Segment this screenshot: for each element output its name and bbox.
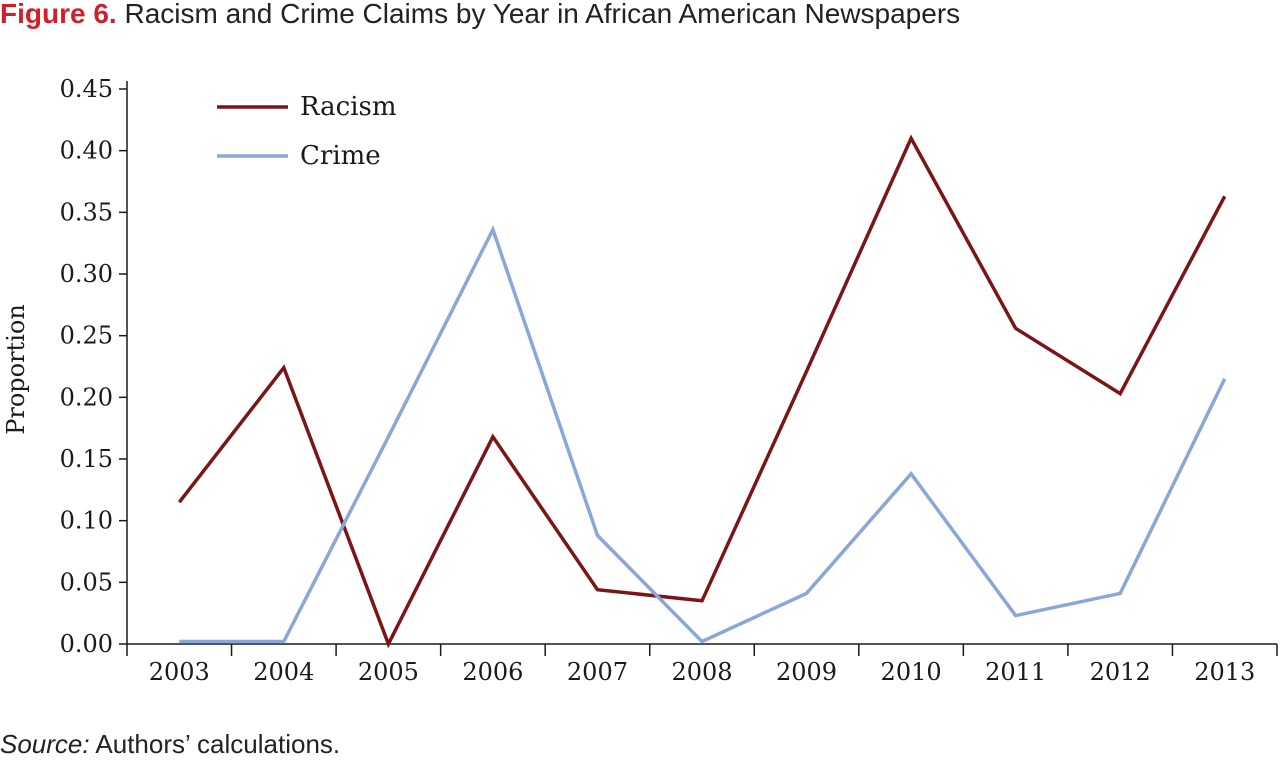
y-tick-label: 0.45 <box>60 75 113 103</box>
x-tick-label: 2004 <box>253 658 314 686</box>
y-tick-label: 0.25 <box>60 322 113 350</box>
y-tick-label: 0.00 <box>60 630 113 658</box>
x-tick-label: 2007 <box>567 658 628 686</box>
y-tick-label: 0.15 <box>60 445 113 473</box>
x-tick-label: 2010 <box>881 658 942 686</box>
source-label: Source: <box>0 729 90 759</box>
x-tick-label: 2013 <box>1194 658 1255 686</box>
series-line-racism <box>179 138 1224 644</box>
y-tick-label: 0.30 <box>60 260 113 288</box>
y-axis-label: Proportion <box>2 304 30 435</box>
x-tick-label: 2008 <box>671 658 732 686</box>
legend-label-racism: Racism <box>300 92 397 122</box>
y-tick-label: 0.35 <box>60 198 113 226</box>
x-tick-label: 2006 <box>462 658 523 686</box>
x-tick-label: 2009 <box>776 658 837 686</box>
x-tick-label: 2012 <box>1090 658 1151 686</box>
line-chart: 0.00 0.05 0.10 0.15 0.20 0.25 0.30 0.35 0.40 0.45… <box>0 0 1280 720</box>
x-tick-label: 2003 <box>149 658 210 686</box>
y-tick-label: 0.05 <box>60 568 113 596</box>
source-note: Source: Authors’ calculations. <box>0 729 340 760</box>
series-line-crime <box>179 230 1224 642</box>
x-tick-label: 2005 <box>358 658 419 686</box>
y-tick-label: 0.20 <box>60 383 113 411</box>
y-tick-label: 0.40 <box>60 137 113 165</box>
legend-label-crime: Crime <box>300 141 381 171</box>
source-text: Authors’ calculations. <box>95 729 340 759</box>
x-tick-label: 2011 <box>985 658 1046 686</box>
y-tick-label: 0.10 <box>60 507 113 535</box>
